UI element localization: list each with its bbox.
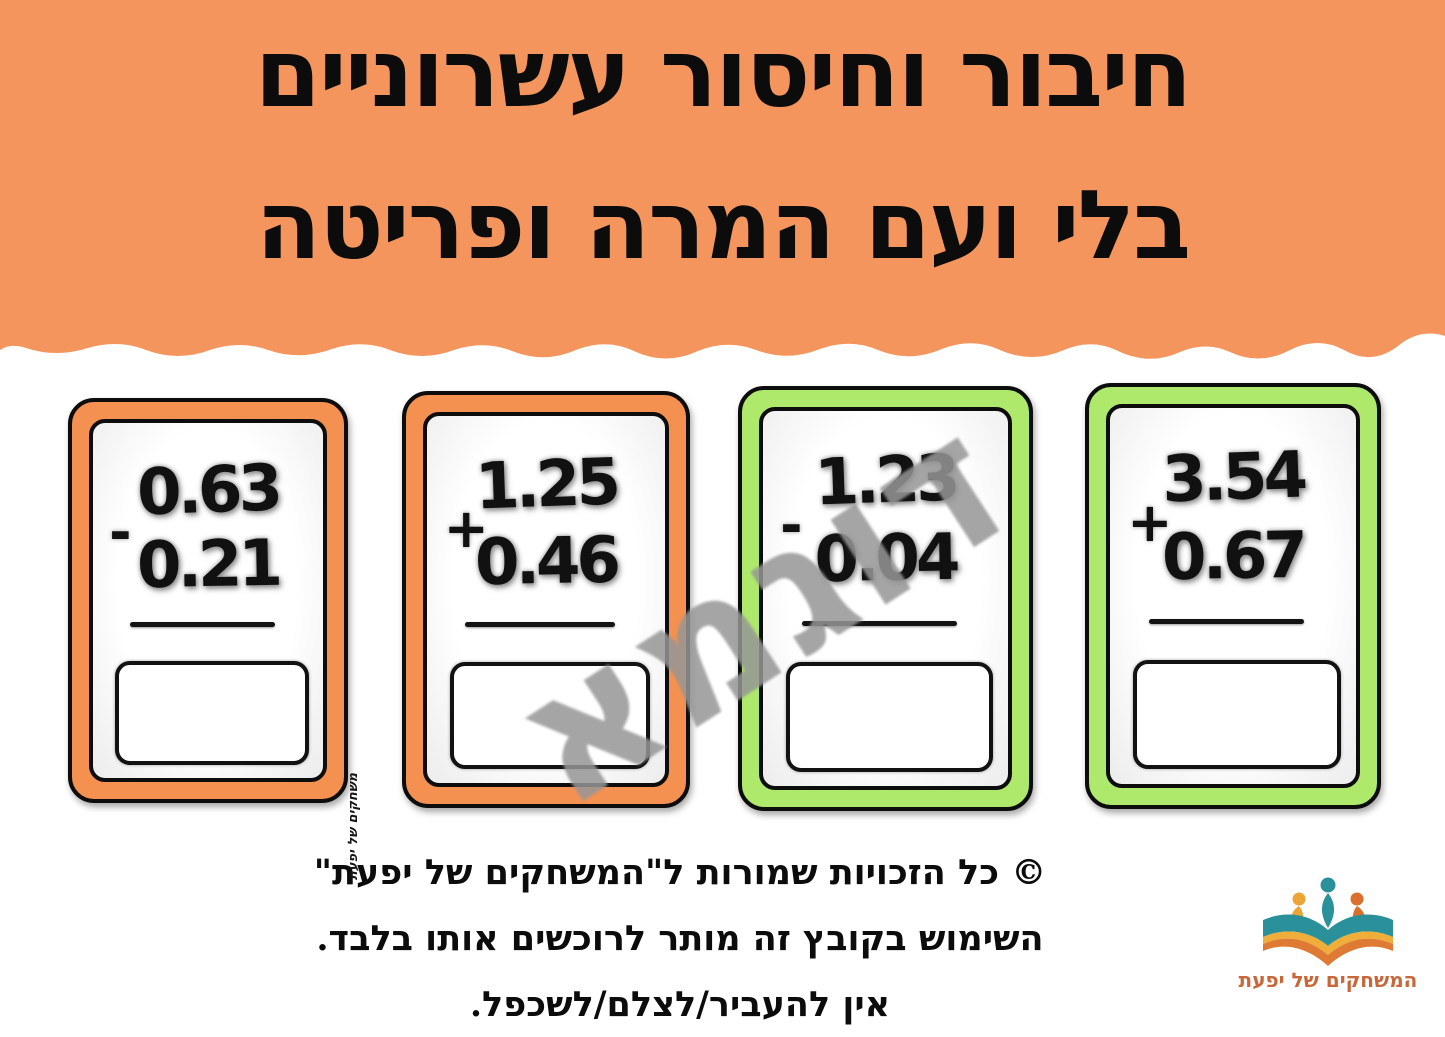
equals-line	[802, 621, 957, 626]
open-book-logo-icon	[1263, 877, 1393, 966]
answer-box	[1133, 659, 1341, 770]
flashcard-2: 1.25 + 0.46	[402, 391, 690, 808]
equals-line	[129, 621, 275, 627]
flashcard-4: 3.54 + 0.67	[1085, 383, 1381, 809]
copyright-line-1: © כל הזכויות שמורות ל"המשחקים של יפעת"	[313, 852, 1047, 893]
equals-line	[1149, 618, 1305, 624]
minus-operator: -	[780, 494, 803, 558]
plus-operator: +	[1127, 491, 1173, 555]
copyright-line-3: אין להעביר/לצלם/לשכפל.	[469, 983, 891, 1025]
answer-box	[114, 660, 310, 765]
minus-operator: -	[109, 501, 132, 565]
operand-bottom: 0.04	[813, 521, 958, 598]
page-title-line2: בלי ועם המרה ופריטה	[255, 170, 1191, 281]
flashcard-1: 0.63 - 0.21 משחקים של יפעת	[68, 398, 361, 880]
operand-bottom: 0.67	[1161, 518, 1305, 595]
flashcard-4-face: 3.54 + 0.67	[1106, 404, 1360, 788]
page-title-line1: חיבור וחיסור עשרוניים	[254, 18, 1193, 129]
flashcard-1-face: 0.63 - 0.21	[89, 419, 327, 782]
plus-operator: +	[443, 497, 489, 561]
flashcard-3-face: 1.23 - 0.04	[759, 407, 1012, 790]
banner-wave-shape	[0, 0, 1445, 359]
side-credit-text: משחקים של יפעת	[346, 773, 361, 881]
equals-line	[465, 621, 616, 627]
brand-name: המשחקים של יפעת	[1238, 968, 1418, 992]
title-banner: חיבור וחיסור עשרוניים בלי ועם המרה ופריט…	[0, 0, 1445, 390]
copyright-block: © כל הזכויות שמורות ל"המשחקים של יפעת" ה…	[150, 840, 1210, 1037]
operand-bottom: 0.46	[474, 523, 618, 600]
answer-box	[449, 661, 651, 769]
operand-bottom: 0.21	[136, 526, 280, 604]
answer-box	[786, 662, 993, 772]
flashcard-3: 1.23 - 0.04	[738, 386, 1033, 811]
brand-logo: המשחקים של יפעת	[1238, 876, 1418, 992]
copyright-line-2: השימוש בקובץ זה מותר לרוכשים אותו בלבד.	[316, 917, 1044, 959]
flashcard-2-face: 1.25 + 0.46	[423, 412, 669, 787]
